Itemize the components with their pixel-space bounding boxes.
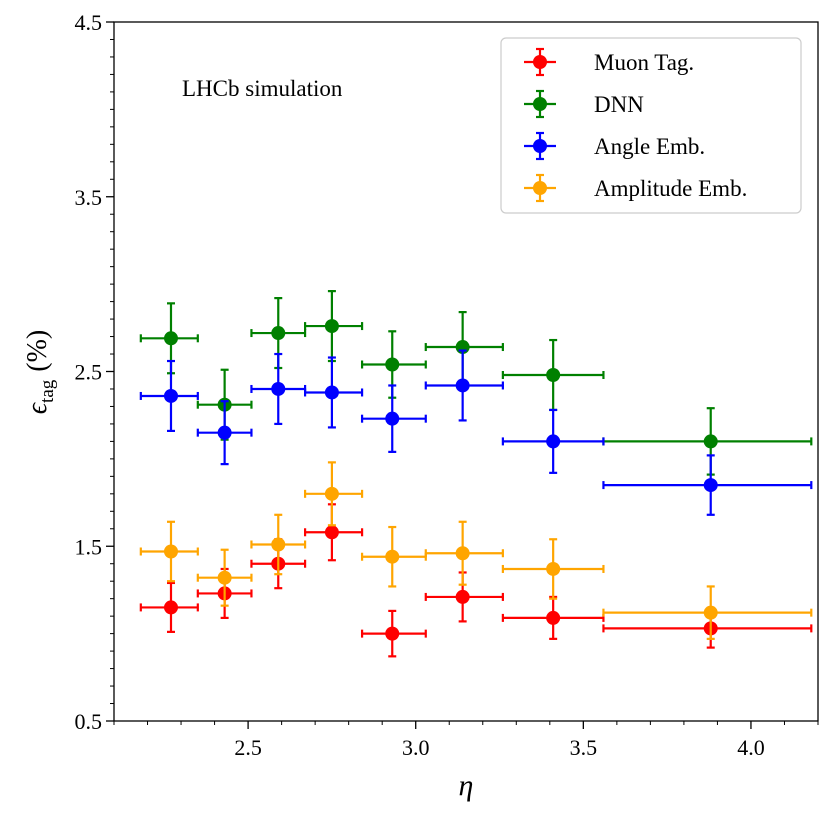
data-point	[271, 326, 286, 341]
data-point	[703, 478, 718, 493]
legend-label: Muon Tag.	[594, 50, 694, 75]
legend-entry-dnn: DNN	[524, 89, 644, 119]
series-layer	[139, 290, 813, 658]
y-axis-label: ϵtag (%)	[22, 330, 58, 414]
annotation-lhcb-simulation: LHCb simulation	[182, 76, 343, 101]
x-tick-label: 3.0	[402, 735, 430, 760]
data-point	[703, 434, 718, 449]
data-point	[324, 385, 339, 400]
legend-entry-muon-tag: Muon Tag.	[524, 47, 694, 77]
legend: Muon Tag. DNN Angle Emb. Amplitude Emb.	[500, 37, 802, 214]
legend-marker	[533, 139, 547, 153]
data-point	[385, 411, 400, 426]
y-axis-label-text: ϵtag (%)	[22, 330, 58, 414]
data-point	[324, 319, 339, 334]
data-point	[385, 357, 400, 372]
data-point	[455, 546, 470, 561]
y-tick-label: 3.5	[75, 185, 103, 210]
y-axis-label-unit: (%)	[22, 330, 53, 372]
y-axis-label-subscript: tag	[37, 379, 58, 403]
legend-marker	[533, 55, 547, 69]
data-point	[163, 544, 178, 559]
series-muon-tag	[139, 503, 813, 658]
data-point	[217, 570, 232, 585]
x-tick-label: 3.5	[570, 735, 598, 760]
data-point	[217, 425, 232, 440]
data-point	[385, 549, 400, 564]
legend-label: Angle Emb.	[594, 134, 705, 159]
data-point	[271, 381, 286, 396]
data-point	[546, 367, 561, 382]
data-point	[163, 331, 178, 346]
series-amplitude-emb	[139, 461, 813, 640]
y-tick-label: 0.5	[75, 709, 103, 734]
legend-frame	[500, 37, 802, 214]
data-point	[546, 561, 561, 576]
data-point	[163, 388, 178, 403]
legend-marker	[533, 181, 547, 195]
legend-label: DNN	[594, 92, 644, 117]
data-point	[455, 589, 470, 604]
y-tick-label: 1.5	[75, 534, 103, 559]
legend-marker	[533, 97, 547, 111]
y-tick-label: 4.5	[75, 10, 103, 35]
y-tick-label: 2.5	[75, 360, 103, 385]
data-point	[703, 605, 718, 620]
data-point	[324, 486, 339, 501]
data-point	[455, 378, 470, 393]
x-tick-label: 4.0	[737, 735, 765, 760]
plot-frame	[113, 21, 819, 722]
data-point	[163, 600, 178, 615]
series-angle-emb	[139, 349, 813, 516]
data-point	[324, 525, 339, 540]
axes-ticks: 2.5 3.0 3.5 4.0 0.5 1.5 2.5 3.5 4.5	[75, 10, 819, 760]
data-point	[546, 434, 561, 449]
data-point	[385, 626, 400, 641]
y-axis-label-symbol: ϵ	[22, 401, 53, 414]
legend-entries: Muon Tag. DNN Angle Emb. Amplitude Emb.	[524, 47, 747, 203]
data-point	[546, 610, 561, 625]
data-point	[271, 537, 286, 552]
legend-entry-amplitude-emb: Amplitude Emb.	[524, 173, 747, 203]
legend-label: Amplitude Emb.	[594, 176, 747, 201]
legend-entry-angle-emb: Angle Emb.	[524, 131, 705, 161]
x-axis-label: η	[459, 769, 474, 802]
x-tick-label: 2.5	[234, 735, 262, 760]
